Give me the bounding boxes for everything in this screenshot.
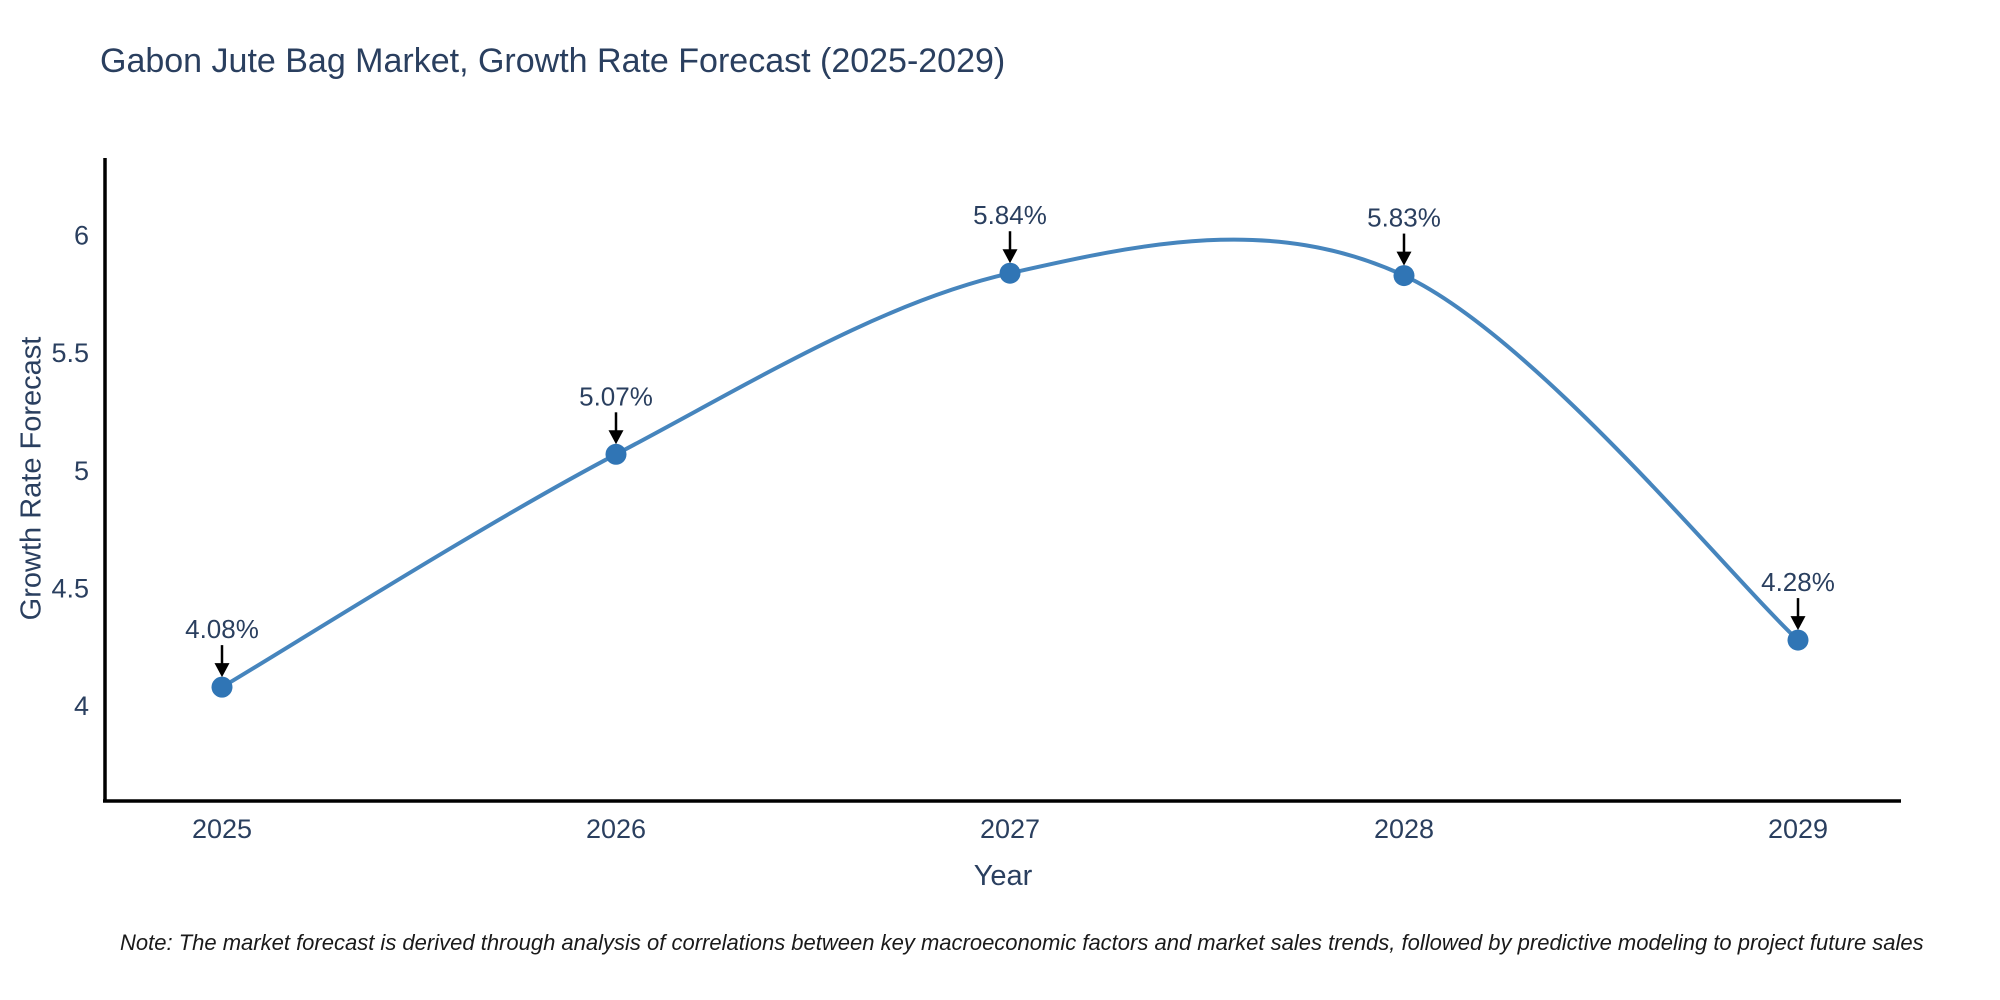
- x-tick-label: 2025: [192, 814, 252, 844]
- x-axis-title: Year: [973, 860, 1033, 892]
- chart-title: Gabon Jute Bag Market, Growth Rate Forec…: [100, 42, 1006, 80]
- y-tick-label: 4: [74, 691, 89, 721]
- y-tick-label: 6: [74, 221, 89, 251]
- data-point-marker: [605, 443, 627, 465]
- data-point-marker: [1393, 265, 1415, 287]
- annotation-arrowhead: [608, 430, 624, 445]
- annotation-label: 4.08%: [185, 614, 259, 644]
- data-point-marker: [1787, 629, 1809, 651]
- annotation-label: 4.28%: [1761, 567, 1835, 597]
- y-tick-label: 5.5: [51, 338, 89, 368]
- annotation-label: 5.84%: [973, 200, 1047, 230]
- y-tick-label: 4.5: [51, 573, 89, 603]
- footnote: Note: The market forecast is derived thr…: [120, 930, 1924, 955]
- x-tick-label: 2027: [980, 814, 1040, 844]
- x-tick-label: 2028: [1374, 814, 1434, 844]
- data-point-marker: [999, 262, 1021, 284]
- y-axis-title: Growth Rate Forecast: [15, 336, 48, 621]
- x-tick-label: 2026: [586, 814, 646, 844]
- annotation-arrowhead: [1002, 249, 1018, 264]
- data-point-marker: [211, 676, 233, 698]
- annotation-arrowhead: [1790, 616, 1806, 631]
- y-tick-label: 5: [74, 456, 89, 486]
- annotation-label: 5.83%: [1367, 203, 1441, 233]
- x-tick-label: 2029: [1768, 814, 1828, 844]
- annotation-label: 5.07%: [579, 381, 653, 411]
- annotation-arrowhead: [1396, 251, 1412, 266]
- trend-line: [220, 237, 1800, 689]
- annotation-arrowhead: [214, 663, 230, 678]
